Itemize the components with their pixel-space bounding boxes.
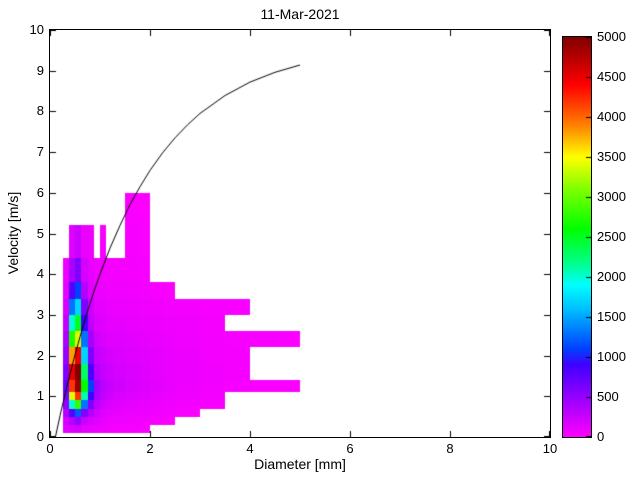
y-tick-label: 8 — [36, 103, 44, 119]
colorbar-tick-label: 500 — [597, 389, 619, 404]
y-tick-label: 1 — [36, 388, 44, 404]
colorbar-tick-label: 0 — [597, 429, 605, 444]
y-tick-label: 2 — [36, 347, 44, 363]
colorbar-tick-label: 2000 — [597, 269, 626, 284]
x-tick-label: 8 — [446, 441, 454, 456]
colorbar-tick-label: 4000 — [597, 109, 626, 124]
colorbar-tick-label: 3500 — [597, 149, 626, 164]
y-tick-label: 10 — [29, 22, 44, 37]
x-tick-label: 10 — [542, 441, 558, 456]
colorbar — [562, 36, 592, 438]
y-tick-label: 4 — [36, 266, 44, 282]
heatmap-canvas — [50, 30, 550, 437]
colorbar-tick-label: 4500 — [597, 69, 626, 84]
y-tick-label: 6 — [36, 184, 44, 200]
y-tick-label: 9 — [36, 62, 44, 78]
y-tick-label: 7 — [36, 144, 44, 160]
x-tick-label: 2 — [146, 441, 154, 456]
x-tick-label: 4 — [246, 441, 254, 456]
colorbar-canvas — [563, 37, 591, 437]
y-tick-label: 3 — [36, 306, 44, 322]
colorbar-tick-label: 2500 — [597, 229, 626, 244]
x-axis-label: Diameter [mm] — [254, 456, 346, 472]
plot-area — [49, 29, 551, 438]
x-tick-label: 6 — [346, 441, 354, 456]
y-tick-label: 0 — [36, 429, 44, 444]
x-tick-label: 0 — [46, 441, 54, 456]
y-tick-label: 5 — [36, 225, 44, 241]
colorbar-tick-label: 5000 — [597, 29, 626, 44]
chart-title: 11-Mar-2021 — [260, 6, 340, 22]
colorbar-tick-label: 1500 — [597, 309, 626, 324]
colorbar-tick-label: 1000 — [597, 349, 626, 364]
colorbar-tick-label: 3000 — [597, 189, 626, 204]
